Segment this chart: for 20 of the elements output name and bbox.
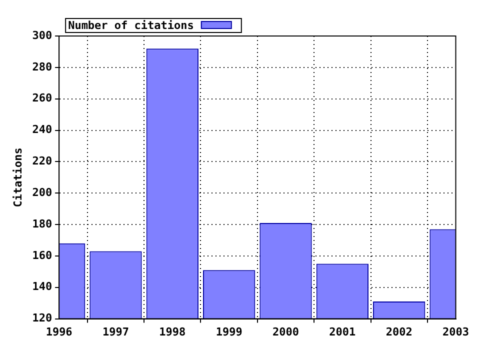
y-tick-label: 300 [32, 28, 52, 42]
x-tick-label: 2001 [329, 325, 356, 338]
x-tick-label: 2002 [386, 325, 412, 338]
y-tick-label: 260 [32, 92, 52, 105]
y-axis-title: Citations [11, 148, 24, 208]
y-tick-label: 160 [32, 248, 52, 262]
y-tick-label: 140 [32, 280, 52, 294]
legend-label: Number of citations [68, 18, 194, 32]
y-tick-label: 280 [32, 60, 52, 74]
x-tick-label: 1998 [159, 325, 186, 338]
x-tick-label: 1997 [102, 325, 129, 338]
y-tick-label: 200 [32, 186, 52, 199]
x-tick-label: 2003 [442, 325, 470, 338]
x-tick-label: 1996 [46, 325, 73, 338]
x-tick-label: 1999 [216, 325, 242, 338]
x-tick-label: 2000 [272, 325, 299, 338]
y-tick-label: 120 [32, 312, 52, 325]
y-tick-label: 240 [32, 123, 52, 136]
y-tick-label: 220 [32, 154, 52, 168]
y-tick-label: 180 [32, 217, 52, 230]
